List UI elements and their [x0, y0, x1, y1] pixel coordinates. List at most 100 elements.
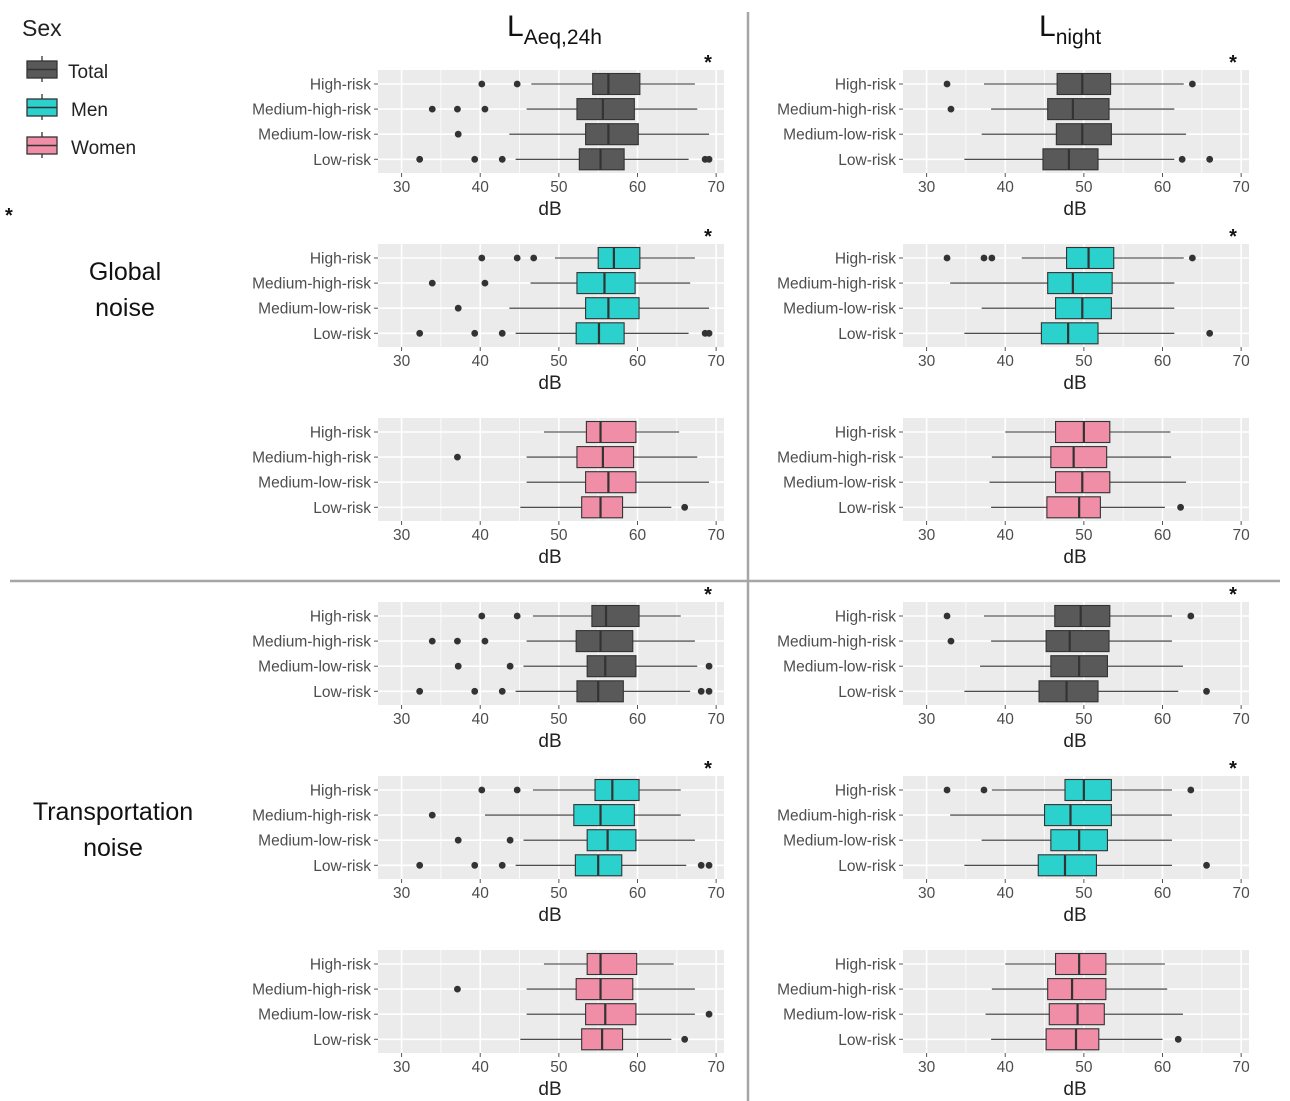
x-tick-label-50: 50 — [550, 711, 568, 728]
outlier-point — [454, 637, 461, 645]
significance-star: * — [1229, 758, 1237, 780]
category-label-High-risk: High-risk — [310, 77, 371, 94]
x-axis-title: dB — [1063, 905, 1086, 926]
outlier-point — [681, 503, 689, 511]
panel-global-laeq-men: High-risk Medium-high-risk Medium-low-risk… — [252, 226, 725, 394]
box-High-risk — [1066, 246, 1115, 270]
x-tick-label-30: 30 — [918, 179, 936, 196]
outlier-point — [498, 687, 506, 695]
legend-label-men: Men — [71, 100, 108, 121]
panel-global-lnight-men: High-risk Medium-high-risk Medium-low-risk… — [777, 226, 1250, 394]
legend-key-men: Men — [26, 94, 108, 121]
category-label-Medium-high-risk: Medium-high-risk — [252, 102, 371, 119]
outlier-point — [681, 1035, 689, 1043]
category-label-Medium-high-risk: Medium-high-risk — [777, 634, 896, 651]
x-tick-label-40: 40 — [472, 711, 490, 728]
x-axis-title: dB — [538, 731, 561, 752]
outlier-point — [530, 254, 538, 262]
outlier-point — [481, 279, 489, 287]
outlier-point — [943, 612, 951, 620]
x-axis-title: dB — [1063, 199, 1086, 220]
x-axis-title: dB — [1063, 547, 1086, 568]
x-tick-label-60: 60 — [1154, 711, 1172, 728]
box-Low-risk — [1037, 854, 1097, 877]
category-label-Low-risk: Low-risk — [313, 326, 371, 343]
outlier-point — [498, 861, 506, 869]
outlier-point — [454, 130, 462, 138]
x-tick-label-70: 70 — [708, 885, 726, 902]
x-tick-label-30: 30 — [918, 1059, 936, 1076]
x-tick-label-70: 70 — [1233, 179, 1251, 196]
category-label-Medium-low-risk: Medium-low-risk — [258, 127, 371, 144]
outlier-point — [943, 254, 951, 262]
side-significance-star: * — [5, 205, 13, 227]
x-tick-label-50: 50 — [550, 353, 568, 370]
column-header-lnight: Lnight — [1039, 10, 1101, 49]
x-tick-label-70: 70 — [1233, 353, 1251, 370]
x-tick-label-50: 50 — [1075, 885, 1093, 902]
panel-background — [378, 776, 724, 879]
x-tick-label-60: 60 — [1154, 527, 1172, 544]
outlier-point — [705, 155, 713, 163]
box-High-risk — [1055, 952, 1107, 976]
category-label-Medium-low-risk: Medium-low-risk — [783, 659, 896, 676]
category-label-High-risk: High-risk — [310, 783, 371, 800]
outlier-point — [416, 861, 424, 869]
outlier-point — [1206, 329, 1214, 337]
category-label-High-risk: High-risk — [835, 77, 896, 94]
box-High-risk — [1056, 72, 1112, 96]
panel-background — [378, 950, 724, 1053]
significance-star: * — [1229, 584, 1237, 606]
column-header-lnight-main: L — [1039, 10, 1056, 43]
legend-key-women: Women — [26, 132, 136, 159]
x-tick-label-60: 60 — [1154, 179, 1172, 196]
box-Medium-low-risk — [585, 297, 640, 320]
x-tick-label-30: 30 — [918, 711, 936, 728]
category-label-Low-risk: Low-risk — [838, 684, 896, 701]
column-header-laeq-main: L — [507, 10, 524, 43]
outlier-point — [478, 612, 486, 620]
x-axis-title: dB — [538, 199, 561, 220]
significance-star: * — [1229, 226, 1237, 248]
category-label-Medium-high-risk: Medium-high-risk — [777, 982, 896, 999]
x-tick-label-40: 40 — [472, 179, 490, 196]
x-axis-title: dB — [1063, 731, 1086, 752]
x-tick-label-70: 70 — [708, 353, 726, 370]
box-High-risk — [1054, 604, 1111, 628]
box-Low-risk — [1045, 1028, 1100, 1051]
x-tick-label-50: 50 — [1075, 527, 1093, 544]
outlier-point — [506, 836, 514, 844]
outlier-point — [1187, 786, 1195, 794]
x-tick-label-40: 40 — [472, 1059, 490, 1076]
category-label-Medium-low-risk: Medium-low-risk — [783, 833, 896, 850]
box-Low-risk — [575, 322, 625, 345]
x-tick-label-40: 40 — [472, 353, 490, 370]
box-Low-risk — [576, 680, 624, 703]
row-header-transport-line1: Transportation — [33, 798, 193, 826]
outlier-point — [697, 861, 705, 869]
outlier-point — [1188, 80, 1196, 88]
row-header-global-line2: noise — [95, 294, 155, 322]
box-Medium-high-risk — [575, 630, 634, 653]
category-label-High-risk: High-risk — [310, 609, 371, 626]
category-label-Low-risk: Low-risk — [838, 858, 896, 875]
category-label-Medium-high-risk: Medium-high-risk — [252, 634, 371, 651]
x-tick-label-40: 40 — [997, 1059, 1015, 1076]
panel-transport-laeq-men: High-risk Medium-high-risk Medium-low-risk… — [252, 758, 725, 926]
outlier-point — [471, 687, 479, 695]
panel-background — [378, 602, 724, 705]
outlier-point — [980, 254, 988, 262]
x-tick-label-60: 60 — [629, 179, 647, 196]
category-label-Medium-high-risk: Medium-high-risk — [777, 808, 896, 825]
x-tick-label-50: 50 — [1075, 711, 1093, 728]
box-Medium-low-risk — [586, 829, 637, 852]
category-label-Medium-low-risk: Medium-low-risk — [258, 475, 371, 492]
category-label-Medium-high-risk: Medium-high-risk — [252, 450, 371, 467]
panel-background — [378, 418, 724, 521]
significance-star: * — [704, 52, 712, 74]
x-axis-title: dB — [538, 373, 561, 394]
x-tick-label-30: 30 — [393, 353, 411, 370]
outlier-point — [454, 105, 461, 113]
category-label-High-risk: High-risk — [835, 783, 896, 800]
